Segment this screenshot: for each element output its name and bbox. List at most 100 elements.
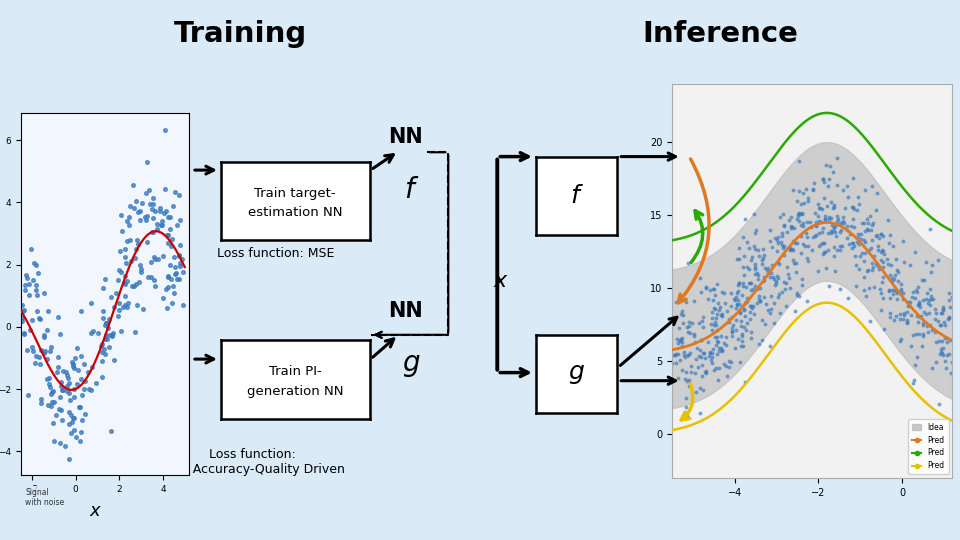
Point bbox=[146, 213, 161, 222]
Point bbox=[750, 274, 765, 283]
Point bbox=[800, 253, 815, 262]
Point bbox=[699, 283, 714, 292]
Point bbox=[62, 395, 78, 404]
Point bbox=[845, 244, 860, 252]
Point bbox=[856, 273, 872, 281]
Point bbox=[756, 251, 771, 259]
Point bbox=[924, 261, 939, 270]
Point bbox=[883, 261, 899, 269]
Point bbox=[176, 268, 191, 276]
Point bbox=[932, 321, 948, 329]
Point bbox=[169, 221, 184, 230]
Point bbox=[810, 266, 826, 275]
Point bbox=[734, 341, 750, 350]
Point bbox=[899, 315, 914, 324]
Point bbox=[845, 239, 860, 247]
Point bbox=[51, 313, 66, 321]
Text: Loss function: MSE: Loss function: MSE bbox=[217, 247, 334, 260]
Point bbox=[876, 262, 891, 271]
Point bbox=[907, 248, 923, 256]
Point bbox=[175, 301, 190, 309]
Point bbox=[935, 302, 950, 311]
Point bbox=[729, 301, 744, 309]
Point bbox=[789, 288, 804, 297]
Point bbox=[687, 338, 703, 346]
Point bbox=[739, 238, 755, 247]
Point bbox=[735, 279, 751, 288]
Point bbox=[693, 336, 708, 345]
Point bbox=[704, 359, 719, 368]
Point bbox=[113, 327, 129, 336]
Point bbox=[866, 283, 881, 292]
Point bbox=[762, 237, 778, 245]
Point bbox=[95, 307, 110, 315]
Point bbox=[738, 326, 754, 335]
Point bbox=[882, 293, 898, 302]
Point bbox=[724, 357, 739, 366]
Point bbox=[924, 363, 940, 372]
Point bbox=[790, 215, 805, 224]
Point bbox=[727, 344, 742, 353]
Point bbox=[691, 352, 707, 360]
Point bbox=[896, 237, 911, 245]
Point bbox=[941, 315, 956, 323]
Point bbox=[695, 313, 710, 321]
Point bbox=[927, 328, 943, 336]
Point bbox=[708, 341, 723, 350]
Point bbox=[153, 207, 168, 215]
Point bbox=[55, 415, 70, 424]
Point bbox=[747, 244, 762, 253]
Point bbox=[765, 273, 780, 281]
Point bbox=[134, 198, 150, 207]
Point bbox=[681, 351, 696, 360]
Point bbox=[795, 221, 810, 230]
Point bbox=[793, 200, 808, 209]
Point bbox=[717, 299, 732, 307]
Point bbox=[852, 240, 867, 248]
Point bbox=[751, 295, 766, 303]
Point bbox=[728, 296, 743, 305]
Point bbox=[942, 349, 957, 358]
Point bbox=[162, 213, 178, 221]
Point bbox=[742, 315, 757, 323]
Point bbox=[14, 313, 30, 322]
Point bbox=[915, 329, 930, 338]
Point bbox=[934, 336, 949, 345]
Point bbox=[127, 204, 142, 213]
Point bbox=[859, 214, 875, 223]
Point bbox=[846, 241, 861, 250]
Point bbox=[14, 316, 30, 325]
Point bbox=[32, 353, 47, 362]
Point bbox=[827, 252, 842, 260]
Point bbox=[85, 326, 101, 335]
Point bbox=[99, 330, 114, 339]
Point bbox=[33, 346, 48, 355]
Point bbox=[686, 330, 702, 339]
Point bbox=[713, 311, 729, 320]
Point bbox=[729, 326, 744, 335]
Point bbox=[776, 242, 791, 251]
Point bbox=[692, 273, 708, 282]
Point bbox=[140, 273, 156, 281]
Point bbox=[102, 342, 117, 351]
Point bbox=[819, 202, 834, 211]
Point bbox=[782, 245, 798, 253]
Point bbox=[171, 251, 186, 260]
Point bbox=[130, 208, 145, 217]
Point bbox=[825, 168, 840, 177]
Point bbox=[851, 233, 866, 242]
Point bbox=[714, 312, 730, 320]
Point bbox=[165, 202, 180, 211]
Point bbox=[30, 291, 45, 300]
Point bbox=[721, 318, 736, 327]
Point bbox=[168, 269, 183, 278]
Point bbox=[71, 366, 86, 374]
Point bbox=[732, 255, 747, 264]
Point bbox=[804, 222, 819, 231]
Point bbox=[704, 356, 719, 364]
Point bbox=[107, 356, 122, 364]
Point bbox=[914, 341, 929, 350]
Point bbox=[117, 278, 132, 287]
Point bbox=[866, 262, 881, 271]
Point bbox=[744, 253, 759, 261]
